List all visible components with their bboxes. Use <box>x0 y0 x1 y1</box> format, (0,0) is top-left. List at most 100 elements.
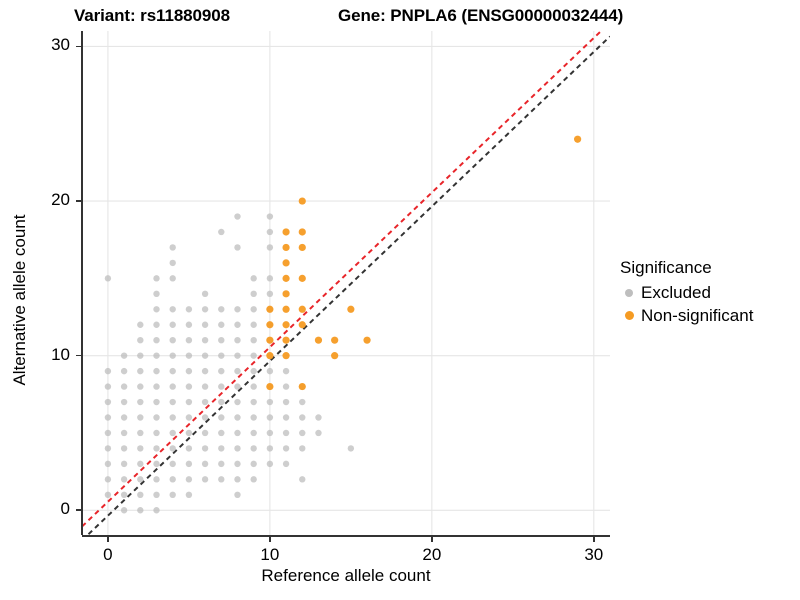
data-point <box>298 228 306 236</box>
data-point <box>153 476 160 483</box>
data-point <box>137 337 144 344</box>
y-axis-title: Alternative allele count <box>10 214 29 386</box>
data-point <box>250 290 257 298</box>
data-point <box>137 398 144 406</box>
data-point <box>153 275 160 282</box>
data-point <box>298 321 306 329</box>
data-point <box>299 429 306 437</box>
data-point <box>218 321 225 328</box>
data-point <box>169 306 176 313</box>
data-point <box>201 352 209 359</box>
data-point <box>282 228 290 236</box>
x-tick-mark <box>593 537 595 542</box>
data-point <box>169 383 176 390</box>
data-point <box>234 306 241 313</box>
data-point <box>169 352 176 359</box>
chart-title-row: Variant: rs11880908 Gene: PNPLA6 (ENSG00… <box>0 6 720 30</box>
data-point <box>185 352 193 359</box>
y-tick-mark <box>76 200 81 202</box>
data-point <box>234 491 241 498</box>
data-point <box>137 476 144 483</box>
data-point <box>234 414 241 421</box>
red-dashed-diagonal <box>82 31 603 528</box>
x-tick-label: 30 <box>584 545 604 564</box>
data-point <box>218 398 225 406</box>
data-point <box>282 429 290 437</box>
data-point <box>201 337 209 344</box>
data-point <box>266 460 274 468</box>
data-point <box>315 414 322 421</box>
data-point <box>282 321 290 329</box>
data-point <box>120 507 128 514</box>
black-dashed-diagonal <box>86 35 610 535</box>
data-point <box>169 367 176 375</box>
data-point <box>120 414 128 421</box>
variant-title: Variant: rs11880908 <box>74 6 230 25</box>
data-point <box>574 135 582 143</box>
y-axis-line <box>81 31 83 535</box>
data-point <box>266 321 274 329</box>
data-point <box>201 306 209 313</box>
data-point <box>282 383 290 390</box>
data-point <box>266 336 274 344</box>
data-point <box>266 367 274 375</box>
data-point <box>218 414 225 421</box>
data-point <box>282 259 290 267</box>
data-point <box>234 398 241 406</box>
data-point <box>104 398 112 406</box>
legend-item[interactable]: Non-significant <box>620 304 796 327</box>
data-point <box>104 460 112 468</box>
data-point <box>250 306 257 313</box>
data-point <box>250 445 257 452</box>
data-point <box>169 414 176 421</box>
data-point <box>185 491 193 498</box>
y-tick-label: 30 <box>51 35 70 55</box>
legend-item-label: Non-significant <box>641 305 754 325</box>
data-point <box>266 228 274 236</box>
data-point <box>218 352 225 359</box>
data-point <box>282 398 290 406</box>
data-point <box>153 491 160 498</box>
data-point <box>201 460 209 468</box>
data-point <box>169 259 176 267</box>
data-point <box>234 460 241 468</box>
legend-item[interactable]: Excluded <box>620 281 796 304</box>
data-point <box>266 305 274 313</box>
y-tick-mark <box>76 45 81 48</box>
excluded-dot <box>620 284 638 302</box>
data-point <box>153 352 160 359</box>
y-tick-label: 20 <box>51 190 70 210</box>
data-point <box>120 445 128 452</box>
data-point <box>218 445 225 452</box>
data-point <box>266 290 274 298</box>
data-point <box>266 414 274 421</box>
reference-lines <box>82 31 610 535</box>
y-tick-label: 10 <box>51 344 70 364</box>
x-tick-label: 0 <box>103 545 113 564</box>
data-point <box>234 367 241 375</box>
data-point <box>201 367 209 375</box>
data-point <box>282 243 290 252</box>
data-point <box>218 337 225 344</box>
data-point <box>299 476 306 483</box>
legend-items: Excluded Non-significant <box>620 281 796 327</box>
plot-panel <box>82 31 610 535</box>
series-non-significant <box>266 135 582 391</box>
data-point <box>137 367 144 375</box>
data-point <box>120 352 128 359</box>
data-point <box>169 476 176 483</box>
data-point <box>250 383 257 390</box>
data-point <box>120 383 128 390</box>
data-point <box>169 321 176 328</box>
legend-item-label: Excluded <box>641 282 711 302</box>
data-point <box>137 491 144 498</box>
data-point <box>218 306 225 313</box>
data-point <box>266 275 274 282</box>
x-tick-mark <box>431 537 433 542</box>
gene-title: Gene: PNPLA6 (ENSG00000032444) <box>338 6 624 25</box>
data-point <box>153 290 160 298</box>
data-point <box>218 367 225 375</box>
data-point <box>234 337 241 344</box>
legend-key-dot <box>625 288 633 297</box>
